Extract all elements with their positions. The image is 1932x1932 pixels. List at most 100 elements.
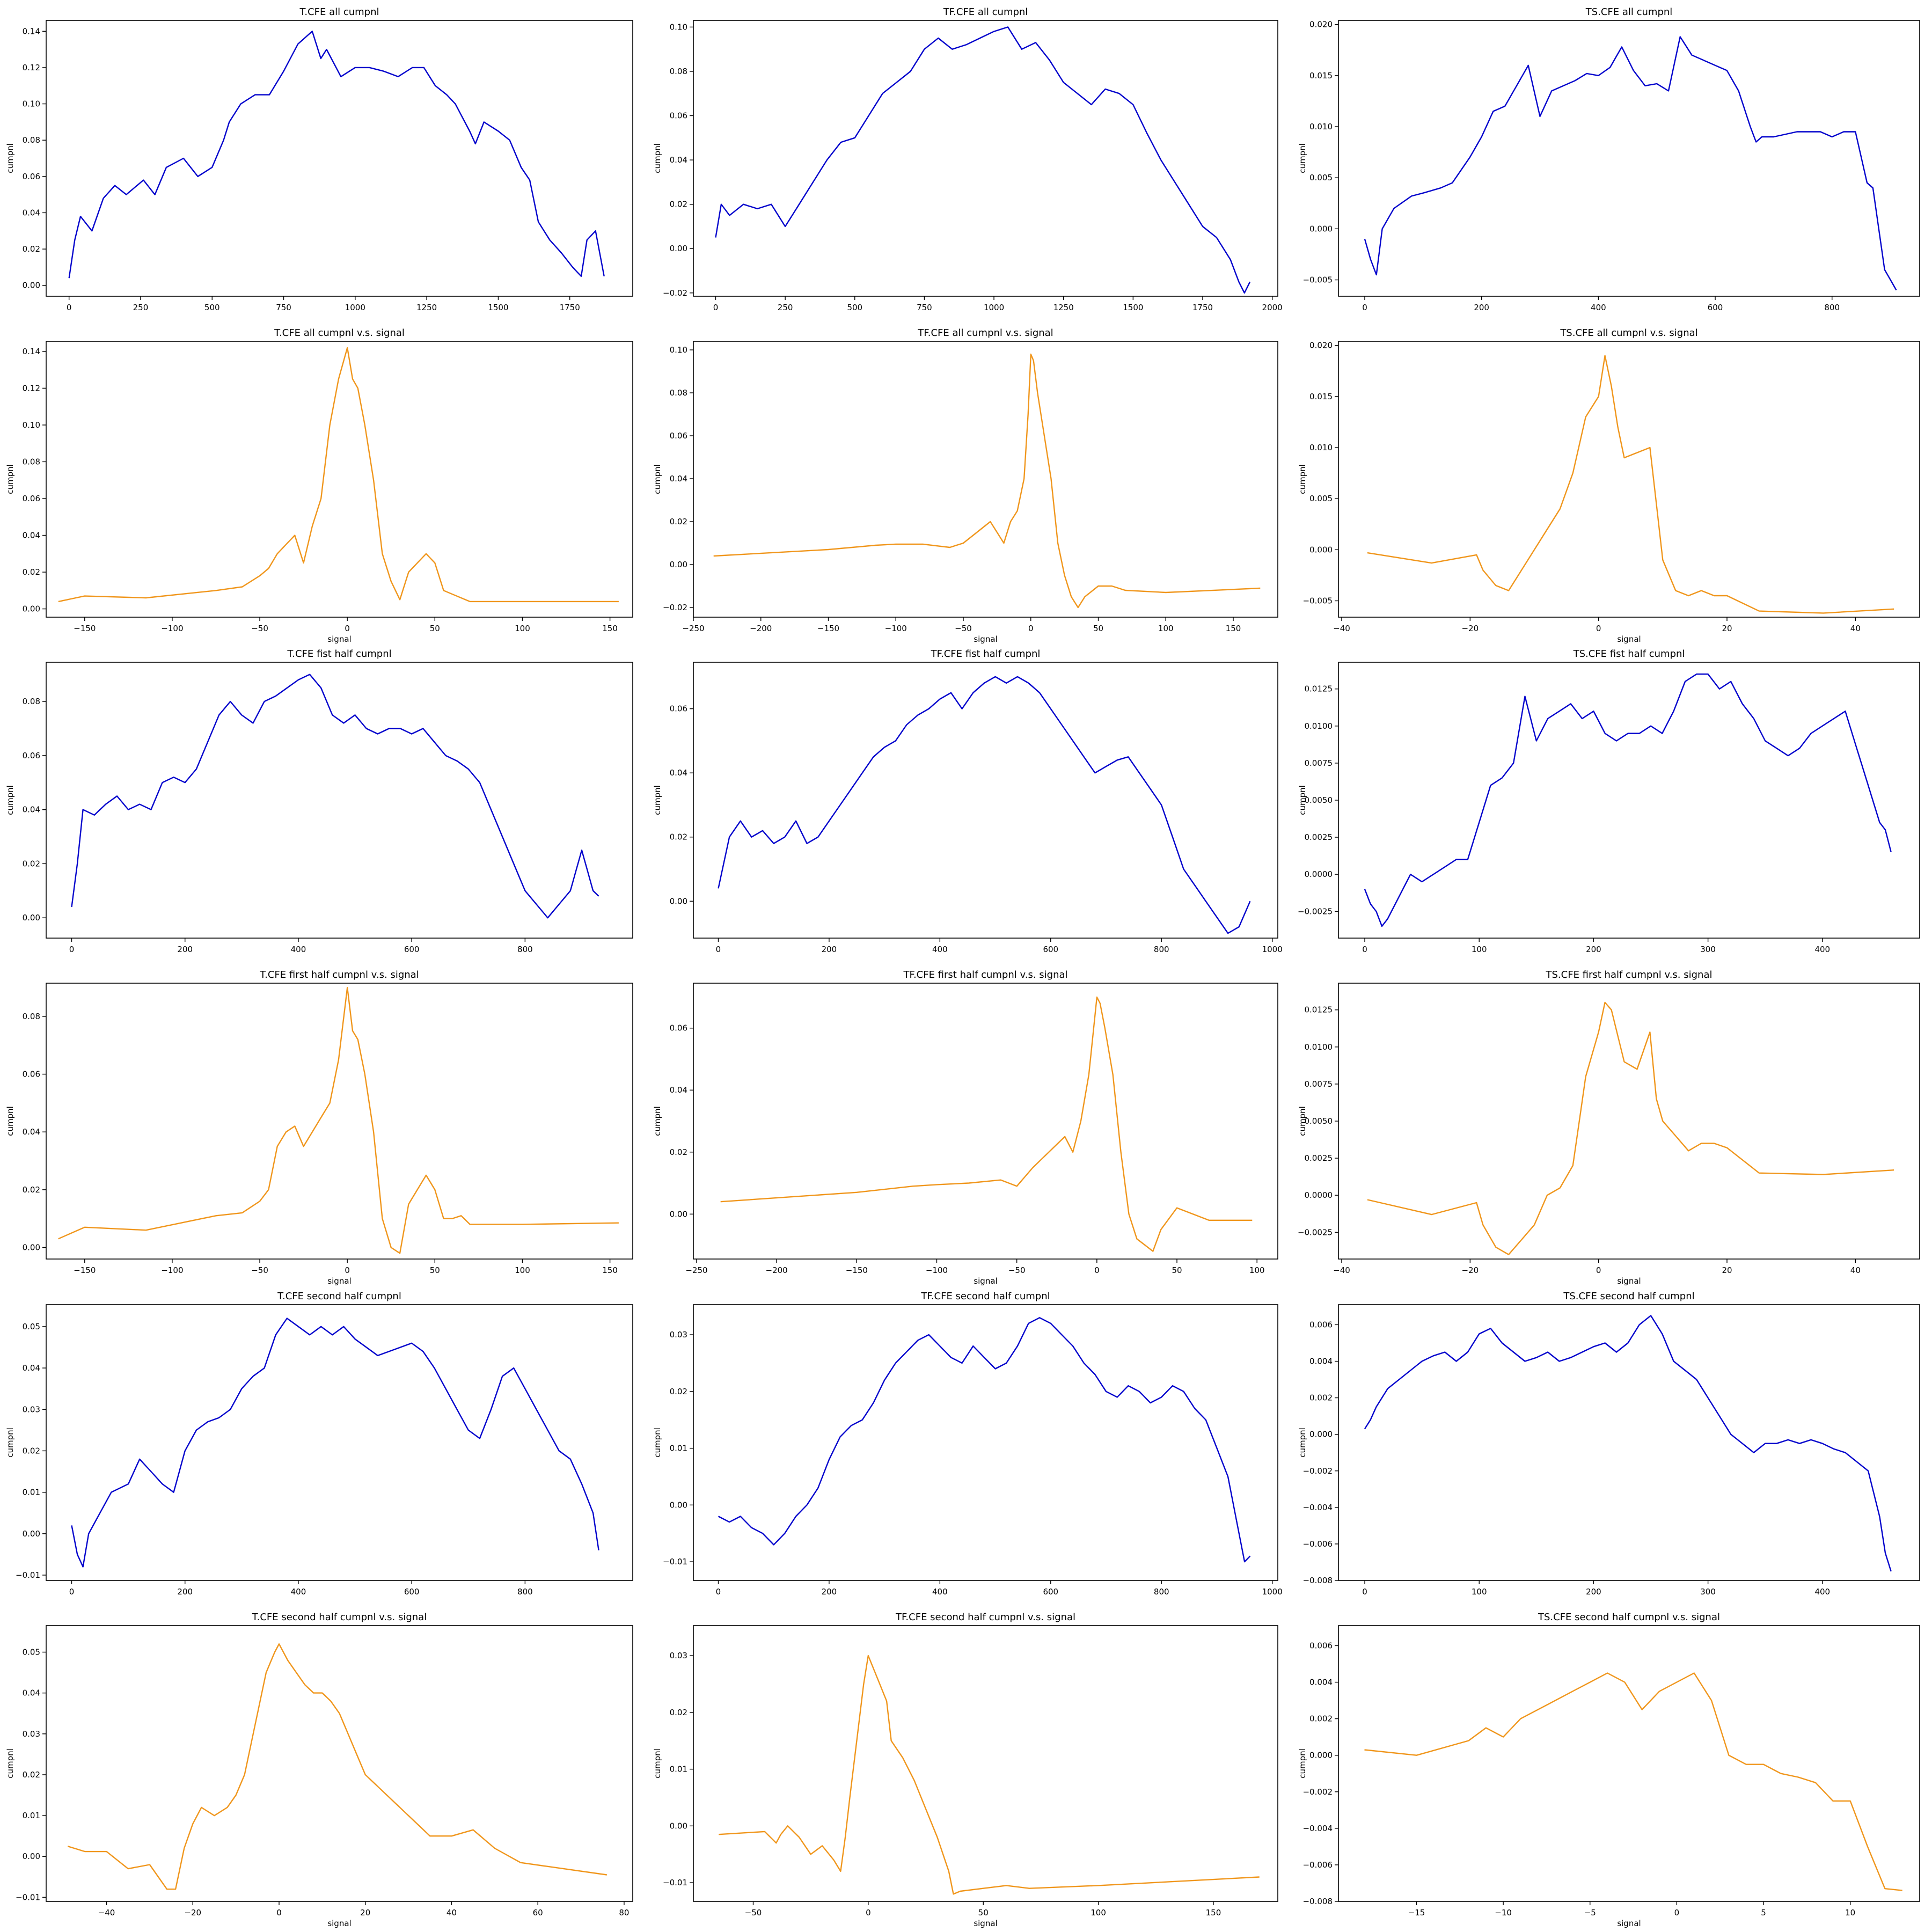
- y-tick-label: 0.04: [670, 155, 687, 165]
- y-tick-label: 0.12: [23, 63, 40, 72]
- y-tick-label: 0.0100: [1305, 721, 1333, 731]
- x-tick-label: 20: [1722, 1265, 1732, 1275]
- x-tick-label: 750: [917, 303, 932, 312]
- y-axis-label: cumpnl: [1298, 1106, 1307, 1136]
- x-tick-label: −50: [251, 1265, 268, 1275]
- y-tick-label: 0.015: [1309, 71, 1333, 80]
- x-tick-label: 0: [866, 1908, 871, 1918]
- x-tick-label: 5: [1761, 1908, 1766, 1918]
- x-tick-label: 200: [822, 945, 837, 954]
- x-axis-label: signal: [1617, 1919, 1641, 1928]
- x-tick-label: 0: [69, 945, 75, 954]
- y-tick-label: −0.004: [1302, 1503, 1333, 1512]
- x-tick-label: −150: [817, 624, 839, 633]
- y-axis-label: cumpnl: [5, 1106, 15, 1136]
- x-tick-label: −250: [685, 1265, 707, 1275]
- x-tick-label: −20: [184, 1908, 201, 1918]
- y-tick-label: 0.03: [670, 1651, 687, 1660]
- y-tick-label: 0.10: [670, 22, 687, 32]
- y-tick-label: 0.10: [23, 420, 40, 430]
- y-tick-label: −0.006: [1302, 1860, 1333, 1870]
- x-tick-label: 1500: [1123, 303, 1143, 312]
- y-axis-label: cumpnl: [5, 785, 15, 815]
- y-axis-label: cumpnl: [5, 464, 15, 494]
- y-axis-label: cumpnl: [1298, 1748, 1307, 1779]
- x-tick-label: 200: [1586, 945, 1601, 954]
- x-tick-label: −100: [885, 624, 907, 633]
- x-tick-label: 100: [1472, 1587, 1487, 1597]
- subplot-12: −40 −20 0 20 40 −0.0025 0.0000 0.0025 0.0050 0.00…: [1298, 969, 1920, 1286]
- series-line: [1364, 673, 1892, 927]
- chart-title: T.CFE fist half cumpnl: [287, 648, 391, 660]
- y-tick-label: −0.01: [663, 1878, 687, 1887]
- series-line: [1364, 1672, 1902, 1891]
- x-tick-label: 50: [1093, 624, 1103, 633]
- x-tick-label: 600: [1043, 945, 1058, 954]
- x-tick-label: −100: [161, 1265, 183, 1275]
- x-tick-label: 300: [1700, 1587, 1716, 1597]
- series-line: [71, 674, 599, 919]
- y-tick-label: −0.01: [663, 1557, 687, 1567]
- x-tick-label: 800: [1154, 1587, 1169, 1597]
- x-axis-label: signal: [974, 1276, 997, 1286]
- y-tick-label: 0.06: [23, 751, 40, 760]
- x-tick-label: 50: [1172, 1265, 1182, 1275]
- y-tick-label: 0.06: [670, 1023, 687, 1033]
- y-tick-label: 0.06: [23, 494, 40, 503]
- y-axis-label: cumpnl: [653, 464, 662, 494]
- y-tick-label: 0.0050: [1305, 1116, 1333, 1126]
- x-axis-label: signal: [974, 634, 997, 644]
- x-tick-label: 0: [1028, 624, 1034, 633]
- chart-title: TF.CFE fist half cumpnl: [931, 648, 1041, 660]
- y-tick-label: −0.02: [663, 288, 687, 298]
- x-tick-label: 0: [1094, 1265, 1100, 1275]
- series-line: [71, 1318, 599, 1568]
- plot-frame: [693, 341, 1278, 618]
- plot-frame: [693, 1304, 1278, 1581]
- x-tick-label: 40: [1850, 1265, 1861, 1275]
- x-tick-label: −100: [926, 1265, 948, 1275]
- y-tick-label: 0.04: [23, 531, 40, 540]
- x-tick-label: 0: [1674, 1908, 1680, 1918]
- subplot-1: 0 250 500 750 1000 1250 1500 1750 0.00 0.02 0.04 0.…: [5, 6, 633, 312]
- y-tick-label: 0.0125: [1305, 1005, 1333, 1015]
- y-tick-label: 0.00: [23, 281, 40, 290]
- y-tick-label: 0.02: [670, 200, 687, 209]
- x-tick-label: 600: [404, 945, 420, 954]
- subplot-9: 0 100 200 300 400 −0.0025 0.0000 0.0025 0.0050 0.…: [1298, 648, 1920, 954]
- x-tick-label: 100: [1472, 945, 1487, 954]
- plot-frame: [693, 662, 1278, 939]
- x-tick-label: 800: [517, 1587, 533, 1597]
- subplot-3: 0 200 400 600 800 −0.005 0.000 0.005 0.010 0.015 0…: [1298, 6, 1920, 312]
- series-line: [718, 1317, 1251, 1563]
- y-tick-label: 0.01: [670, 1444, 687, 1453]
- y-tick-label: 0.08: [23, 135, 40, 145]
- x-tick-label: 200: [1474, 303, 1489, 312]
- y-tick-label: 0.04: [670, 768, 687, 778]
- series-line: [718, 676, 1251, 934]
- y-tick-label: 0.12: [23, 383, 40, 393]
- y-tick-label: −0.005: [1302, 596, 1333, 606]
- x-tick-label: 2000: [1262, 303, 1283, 312]
- y-tick-label: 0.004: [1309, 1678, 1333, 1687]
- y-tick-label: 0.02: [670, 832, 687, 842]
- subplot-4: −150 −100 −50 0 50 100 150 0.00 0.02 0.04 0.06 0.08…: [5, 327, 633, 644]
- y-tick-label: 0.08: [23, 457, 40, 466]
- y-tick-label: 0.002: [1309, 1714, 1333, 1724]
- y-tick-label: 0.04: [670, 474, 687, 484]
- y-tick-label: 0.02: [670, 1387, 687, 1396]
- y-tick-label: 0.08: [670, 67, 687, 76]
- chart-title: TS.CFE all cumpnl v.s. signal: [1560, 327, 1697, 339]
- y-tick-label: 0.04: [23, 1363, 40, 1373]
- x-tick-label: 600: [404, 1587, 420, 1597]
- y-tick-label: 0.06: [670, 704, 687, 714]
- y-tick-label: 0.00: [670, 560, 687, 569]
- y-tick-label: 0.0000: [1305, 1190, 1333, 1200]
- y-axis-label: cumpnl: [1298, 1428, 1307, 1458]
- x-tick-label: 600: [1708, 303, 1723, 312]
- x-tick-label: 500: [204, 303, 220, 312]
- y-tick-label: 0.06: [670, 431, 687, 441]
- y-tick-label: 0.000: [1309, 1751, 1333, 1760]
- x-tick-label: −200: [750, 624, 772, 633]
- chart-title: T.CFE all cumpnl v.s. signal: [274, 327, 405, 339]
